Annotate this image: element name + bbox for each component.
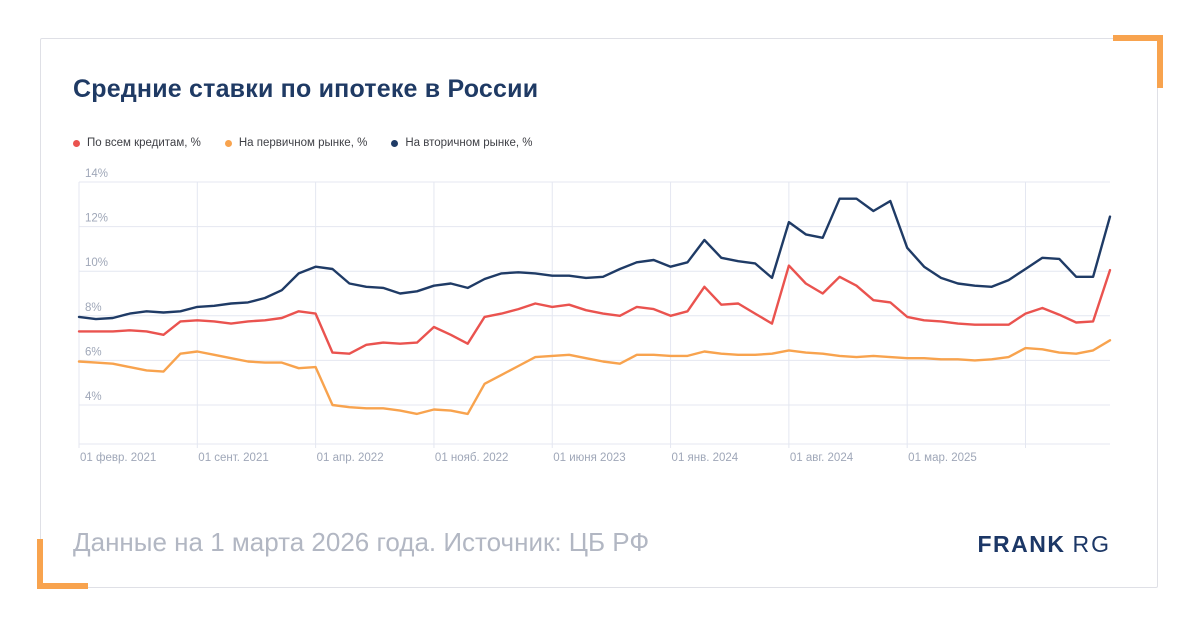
x-tick-label: 01 нояб. 2022: [435, 452, 509, 464]
brand-rg: RG: [1072, 531, 1111, 557]
x-tick-label: 01 июня 2023: [553, 452, 625, 464]
x-tick-label: 01 сент. 2021: [198, 452, 268, 464]
legend-label: На первичном рынке, %: [238, 137, 368, 149]
legend-label: На вторичном рынке, %: [405, 137, 533, 149]
series-line-secondary-market: [77, 197, 1112, 321]
legend-item-primary-market: На первичном рынке, %: [224, 137, 368, 149]
legend-dot-icon: [391, 139, 399, 147]
series-line-primary-market: [77, 339, 1112, 416]
y-tick-label-12: 12%: [85, 213, 108, 225]
chart-legend: По всем кредитам, % На первичном рынке, %…: [73, 137, 532, 149]
y-tick-label-6: 6%: [85, 346, 102, 358]
x-tick-label: 01 февр. 2021: [80, 452, 156, 464]
y-tick-label-10: 10%: [85, 257, 108, 269]
x-tick-label: 01 мар. 2025: [908, 452, 977, 464]
corner-bracket-bottom-left-icon: [37, 539, 88, 589]
data-source-caption: Данные на 1 марта 2026 года. Источник: Ц…: [73, 527, 650, 557]
legend-label: По всем кредитам, %: [87, 137, 201, 149]
x-tick-label: 01 апр. 2022: [317, 452, 384, 464]
x-tick-label: 01 янв. 2024: [672, 452, 739, 464]
chart-card: Средние ставки по ипотеке в России По вс…: [40, 38, 1158, 588]
brand-frank: FRANK: [977, 531, 1066, 557]
legend-dot-icon: [224, 139, 232, 147]
mortgage-rates-line-chart: 14% 12% 10% 8% 6% 4% 01 февр. 2021 01 сент. 202…: [77, 168, 1112, 464]
y-tick-label-4: 4%: [85, 391, 102, 403]
series-line-all-credits: [77, 264, 1112, 355]
y-tick-label-14: 14%: [85, 168, 108, 180]
legend-item-all-credits: По всем кредитам, %: [73, 137, 201, 149]
chart-area: 14% 12% 10% 8% 6% 4% 01 февр. 2021 01 сент. 202…: [41, 165, 1159, 505]
legend-dot-icon: [73, 139, 80, 147]
frank-rg-logo: FRANK RG: [978, 531, 1112, 558]
chart-title: Средние ставки по ипотеке в России: [73, 75, 539, 103]
corner-bracket-top-right-icon: [1113, 35, 1163, 88]
legend-item-secondary-market: На вторичном рынке, %: [391, 137, 532, 149]
y-tick-label-8: 8%: [85, 302, 102, 314]
x-tick-label: 01 авг. 2024: [790, 452, 854, 464]
